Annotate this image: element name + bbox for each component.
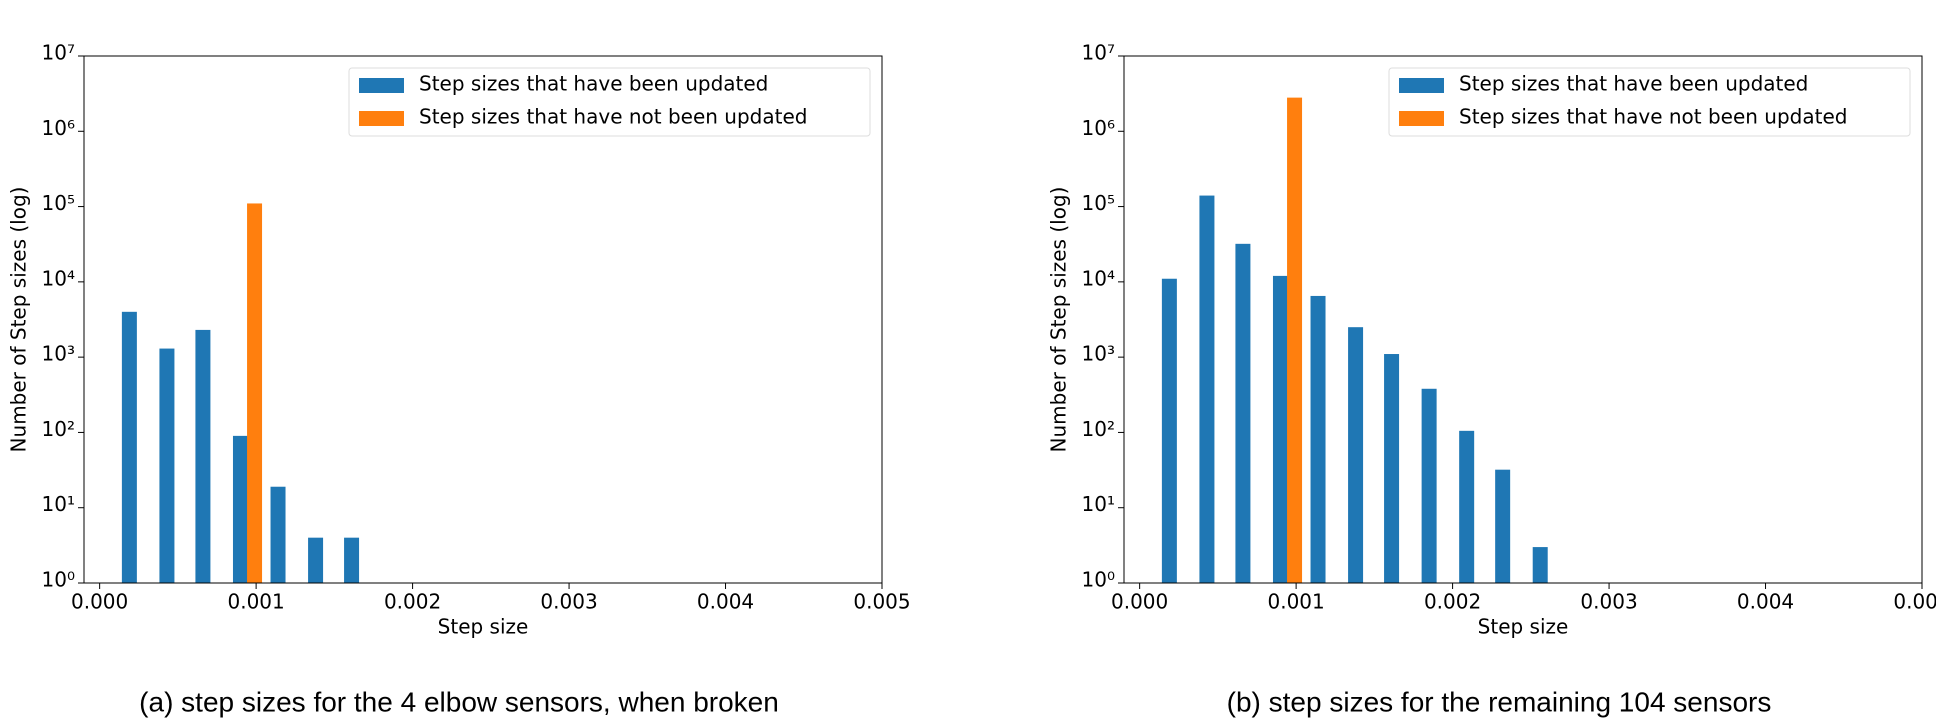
y-tick-label: 10² bbox=[1082, 417, 1115, 441]
bar bbox=[232, 435, 248, 583]
caption: (a) step sizes for the 4 elbow sensors, … bbox=[139, 686, 779, 717]
y-tick-label: 10³ bbox=[1082, 342, 1115, 366]
x-axis-label: Step size bbox=[438, 615, 529, 639]
plot-frame bbox=[1123, 55, 1923, 584]
bar bbox=[1310, 295, 1326, 583]
y-tick-label: 10⁰ bbox=[1082, 568, 1115, 592]
bar bbox=[195, 329, 211, 583]
x-tick-label: 0.005 bbox=[853, 590, 910, 614]
x-tick-label: 0.002 bbox=[384, 590, 441, 614]
y-tick-label: 10⁷ bbox=[1082, 41, 1115, 65]
y-tick-label: 10⁴ bbox=[42, 266, 75, 290]
bar bbox=[270, 486, 286, 583]
x-tick-label: 0.003 bbox=[540, 590, 597, 614]
bar bbox=[1272, 275, 1288, 583]
bar bbox=[1384, 354, 1400, 583]
y-tick-label: 10⁶ bbox=[42, 116, 75, 140]
caption: (b) step sizes for the remaining 104 sen… bbox=[1227, 686, 1772, 717]
legend-swatch bbox=[1399, 111, 1444, 126]
x-tick-label: 0.001 bbox=[227, 590, 284, 614]
bar bbox=[344, 537, 360, 583]
bar bbox=[121, 311, 137, 583]
chart: 10⁰ 10¹ 10² 10³ 10⁴ 10⁵ 10⁶ 10⁷ 0.000 0.001 0.002 0… bbox=[7, 41, 911, 718]
x-tick-label: 0.000 bbox=[71, 590, 128, 614]
bar bbox=[159, 348, 175, 583]
bar bbox=[1495, 469, 1511, 583]
legend-box bbox=[1388, 67, 1911, 137]
legend-label: Step sizes that have not been updated bbox=[419, 105, 807, 129]
bar bbox=[1161, 278, 1177, 583]
y-tick-label: 10³ bbox=[42, 342, 75, 366]
y-tick-label: 10² bbox=[42, 417, 75, 441]
bar bbox=[1348, 327, 1364, 583]
legend-label: Step sizes that have been updated bbox=[1459, 72, 1808, 96]
bar bbox=[1459, 430, 1475, 583]
x-tick-label: 0.005 bbox=[1893, 590, 1936, 614]
legend-swatch bbox=[359, 78, 404, 93]
chart: 10⁰ 10¹ 10² 10³ 10⁴ 10⁵ 10⁶ 10⁷ 0.000 0.001 0.002 0… bbox=[1047, 41, 1936, 718]
x-tick-label: 0.003 bbox=[1580, 590, 1637, 614]
y-axis-label: Number of Step sizes (log) bbox=[7, 187, 31, 453]
bar bbox=[1532, 547, 1548, 583]
x-tick-label: 0.002 bbox=[1424, 590, 1481, 614]
y-tick-label: 10⁷ bbox=[42, 41, 75, 65]
legend-label: Step sizes that have been updated bbox=[419, 72, 768, 96]
bar bbox=[1421, 388, 1437, 583]
y-tick-label: 10⁵ bbox=[42, 191, 75, 215]
x-tick-label: 0.004 bbox=[1737, 590, 1794, 614]
plot-frame bbox=[83, 55, 883, 584]
y-tick-label: 10⁶ bbox=[1082, 116, 1115, 140]
x-tick-label: 0.001 bbox=[1267, 590, 1324, 614]
bar bbox=[1199, 195, 1215, 583]
y-tick-label: 10¹ bbox=[42, 492, 75, 516]
x-tick-label: 0.004 bbox=[697, 590, 754, 614]
x-axis-label: Step size bbox=[1478, 615, 1569, 639]
y-axis-label: Number of Step sizes (log) bbox=[1047, 187, 1071, 453]
y-tick-label: 10¹ bbox=[1082, 492, 1115, 516]
y-tick-label: 10⁴ bbox=[1082, 266, 1115, 290]
y-tick-label: 10⁰ bbox=[42, 568, 75, 592]
legend-box bbox=[348, 67, 871, 137]
legend-swatch bbox=[359, 111, 404, 126]
y-tick-label: 10⁵ bbox=[1082, 191, 1115, 215]
bar bbox=[247, 203, 263, 584]
bar bbox=[1287, 97, 1303, 584]
legend-label: Step sizes that have not been updated bbox=[1459, 105, 1847, 129]
bar bbox=[308, 537, 324, 583]
legend-swatch bbox=[1399, 78, 1444, 93]
x-tick-label: 0.000 bbox=[1111, 590, 1168, 614]
bar bbox=[1235, 243, 1251, 583]
